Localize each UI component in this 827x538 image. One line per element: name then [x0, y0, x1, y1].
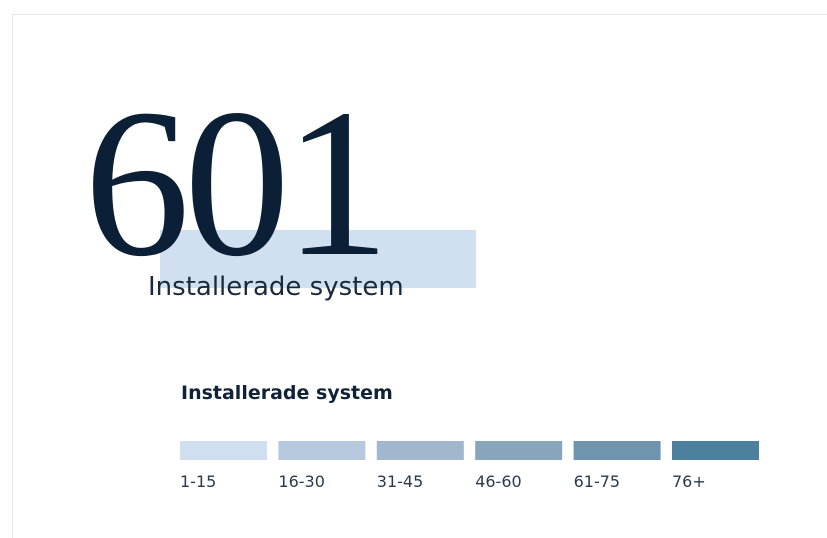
legend-swatch: [278, 441, 366, 460]
legend-title: Installerade system: [181, 382, 393, 404]
highlight: [160, 230, 476, 288]
legend-label: 46-60: [475, 472, 522, 491]
legend-label: 31-45: [377, 472, 424, 491]
legend-label: 61-75: [574, 472, 621, 491]
legend-swatch: [672, 441, 759, 460]
legend-swatch: [475, 441, 563, 460]
stat-label: Installerade system: [148, 272, 404, 302]
legend-swatch: [180, 441, 267, 460]
legend-swatch: [376, 441, 464, 460]
legend-label: 1-15: [180, 472, 216, 491]
legend-label: 76+: [672, 472, 706, 491]
legend: 1-15 16-30 31-45 46-60 61-75 76+: [180, 441, 759, 491]
legend-label: 16-30: [278, 472, 325, 491]
stat-value: 601: [84, 65, 384, 300]
legend-swatch: [573, 441, 661, 460]
